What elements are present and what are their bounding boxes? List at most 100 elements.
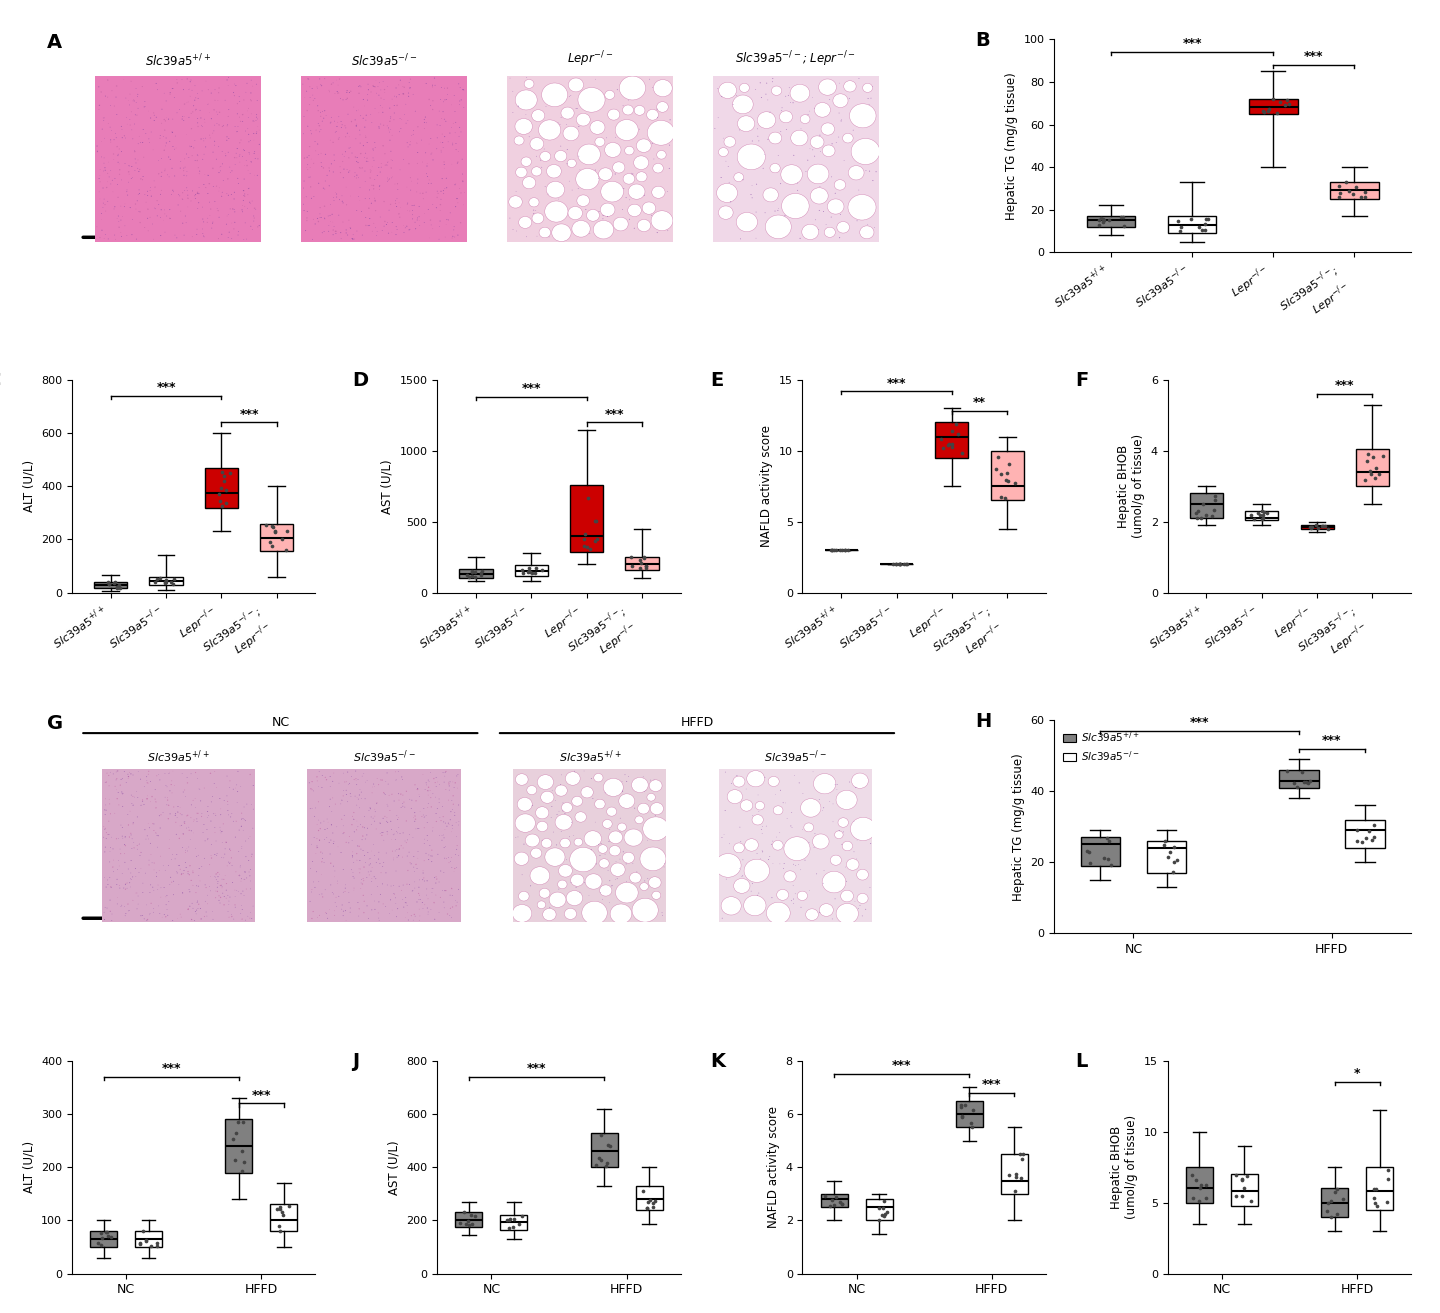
Point bbox=[585, 511, 608, 532]
Point bbox=[1251, 506, 1274, 527]
Text: $Slc39a5^{-/-}$; $Lepr^{-/-}$: $Slc39a5^{-/-}$; $Lepr^{-/-}$ bbox=[736, 50, 857, 70]
Point bbox=[1189, 1174, 1212, 1195]
Point bbox=[1159, 842, 1182, 863]
Point bbox=[1162, 836, 1185, 857]
Point bbox=[995, 470, 1018, 491]
Point bbox=[995, 462, 1018, 483]
Point bbox=[232, 1152, 255, 1173]
Point bbox=[819, 540, 842, 561]
Point bbox=[1342, 184, 1365, 205]
Point bbox=[163, 569, 186, 590]
Point bbox=[1328, 183, 1351, 204]
Point bbox=[960, 1116, 984, 1137]
Text: ***: *** bbox=[605, 408, 624, 420]
Point bbox=[271, 528, 294, 549]
PathPatch shape bbox=[1189, 494, 1223, 519]
Point bbox=[268, 1197, 291, 1218]
PathPatch shape bbox=[821, 1194, 848, 1207]
Point bbox=[986, 446, 1009, 467]
Point bbox=[828, 540, 851, 561]
Point bbox=[950, 1107, 973, 1128]
PathPatch shape bbox=[225, 1119, 252, 1173]
Point bbox=[461, 565, 484, 586]
Text: $Slc39a5^{+/+}$: $Slc39a5^{+/+}$ bbox=[145, 53, 212, 70]
Point bbox=[262, 516, 285, 537]
Text: A: A bbox=[48, 33, 62, 53]
Point bbox=[209, 477, 232, 498]
Point bbox=[1365, 1195, 1388, 1216]
Point bbox=[1185, 503, 1208, 524]
Point bbox=[575, 524, 598, 545]
Point bbox=[148, 567, 171, 588]
Point bbox=[1299, 516, 1322, 537]
Point bbox=[105, 576, 128, 597]
Point bbox=[210, 461, 233, 482]
Point bbox=[588, 1148, 611, 1169]
Point bbox=[1319, 1207, 1342, 1228]
Point bbox=[469, 565, 492, 586]
Point bbox=[1335, 172, 1358, 193]
Point bbox=[134, 1230, 157, 1251]
Point bbox=[868, 1209, 891, 1230]
Text: B: B bbox=[975, 32, 991, 50]
Point bbox=[1293, 772, 1316, 793]
Text: NC: NC bbox=[271, 716, 289, 729]
PathPatch shape bbox=[1087, 217, 1135, 227]
Point bbox=[207, 483, 230, 504]
PathPatch shape bbox=[204, 467, 238, 508]
Point bbox=[1362, 814, 1385, 835]
Point bbox=[1338, 181, 1361, 202]
Point bbox=[1093, 209, 1116, 230]
Point bbox=[153, 572, 176, 593]
Point bbox=[1354, 186, 1377, 207]
Point bbox=[1201, 506, 1224, 527]
Point bbox=[154, 571, 177, 592]
Point bbox=[1316, 1201, 1339, 1222]
Point bbox=[1009, 1167, 1032, 1188]
Point bbox=[264, 521, 287, 542]
Point bbox=[1090, 207, 1113, 228]
Point bbox=[1316, 519, 1339, 540]
Point bbox=[1011, 1149, 1034, 1170]
Point bbox=[1096, 848, 1119, 869]
Point bbox=[1162, 851, 1185, 872]
Point bbox=[259, 532, 282, 553]
Point bbox=[1266, 102, 1289, 123]
Point bbox=[1197, 209, 1220, 230]
Point bbox=[1191, 219, 1214, 240]
Text: ***: *** bbox=[1305, 50, 1323, 63]
Point bbox=[464, 1205, 487, 1226]
Point bbox=[1345, 176, 1368, 197]
Point bbox=[1168, 221, 1191, 242]
Point bbox=[497, 1217, 520, 1238]
Point bbox=[269, 1220, 292, 1241]
Point bbox=[1377, 1159, 1400, 1180]
Point bbox=[210, 495, 233, 516]
Point bbox=[498, 1208, 521, 1229]
Point bbox=[98, 574, 121, 595]
Point bbox=[1328, 186, 1351, 207]
Point bbox=[1188, 217, 1211, 238]
Point bbox=[1362, 1179, 1385, 1200]
Point bbox=[1004, 473, 1027, 494]
Point bbox=[102, 572, 125, 593]
Point bbox=[959, 1113, 982, 1134]
Point bbox=[936, 435, 959, 456]
Point bbox=[940, 420, 963, 441]
Point bbox=[271, 1201, 294, 1222]
PathPatch shape bbox=[459, 570, 492, 578]
Text: L: L bbox=[1076, 1052, 1087, 1071]
Point bbox=[621, 555, 644, 576]
Point bbox=[128, 1232, 151, 1253]
Point bbox=[520, 562, 543, 583]
Y-axis label: Hepatic TG (mg/g tissue): Hepatic TG (mg/g tissue) bbox=[1005, 72, 1018, 219]
PathPatch shape bbox=[936, 423, 969, 458]
Point bbox=[230, 1161, 253, 1182]
Point bbox=[821, 1190, 844, 1211]
PathPatch shape bbox=[1001, 1154, 1028, 1194]
PathPatch shape bbox=[1367, 1167, 1392, 1209]
Point bbox=[632, 548, 655, 569]
Point bbox=[1077, 842, 1100, 863]
Point bbox=[134, 1230, 157, 1251]
Text: $Lepr^{-/-}$: $Lepr^{-/-}$ bbox=[567, 50, 613, 70]
